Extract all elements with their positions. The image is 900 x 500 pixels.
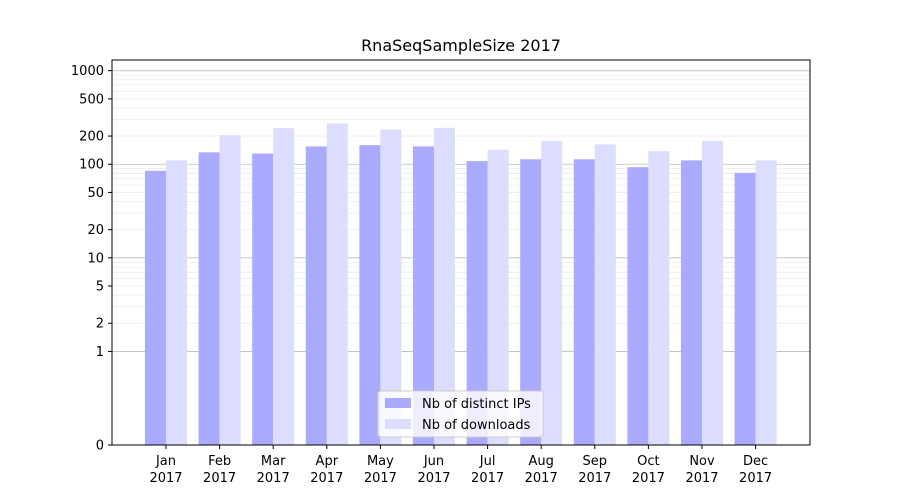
x-tick-month: Jan [155, 454, 176, 469]
x-tick-label: Dec 2017 [739, 454, 772, 486]
x-tick-year: 2017 [149, 471, 182, 486]
y-tick-label: 1000 [71, 64, 104, 79]
x-tick-label: Aug 2017 [525, 454, 558, 486]
x-tick-month: Jun [423, 454, 444, 469]
y-tick-label: 20 [87, 223, 104, 238]
y-tick-label: 10 [87, 251, 104, 266]
bar-downloads [487, 149, 509, 445]
bar-downloads [755, 160, 777, 445]
x-tick-label: Mar 2017 [257, 454, 290, 486]
x-tick-month: Feb [208, 454, 231, 469]
x-tick-month: Sep [583, 454, 608, 469]
x-tick-label: May 2017 [364, 454, 397, 486]
x-tick-label: Oct 2017 [632, 454, 665, 486]
bar-distinct-ips [466, 161, 488, 445]
x-tick-year: 2017 [578, 471, 611, 486]
x-tick-month: May [367, 454, 394, 469]
bar-downloads [594, 144, 616, 445]
bar-distinct-ips [734, 172, 756, 445]
x-tick-year: 2017 [632, 471, 665, 486]
x-tick-month: Aug [529, 454, 554, 469]
x-tick-year: 2017 [203, 471, 236, 486]
bar-downloads [702, 140, 723, 445]
bar-downloads [273, 128, 295, 445]
bar-downloads [380, 129, 402, 445]
x-tick-year: 2017 [471, 471, 504, 486]
x-tick-year: 2017 [525, 471, 558, 486]
x-tick-month: Dec [743, 454, 768, 469]
y-tick-label: 1 [96, 345, 104, 360]
x-tick-label: Jan 2017 [149, 454, 182, 486]
y-tick-label: 500 [79, 92, 104, 107]
x-axis: Jan 2017 Feb 2017 Mar 2017 Apr 2017 May 2017 Jun 20… [149, 445, 772, 486]
x-tick-year: 2017 [685, 471, 718, 486]
bar-distinct-ips [520, 159, 542, 446]
bar-distinct-ips [413, 146, 434, 446]
bar-distinct-ips [359, 145, 381, 445]
x-tick-year: 2017 [310, 471, 343, 486]
y-tick-label: 0 [96, 439, 104, 454]
chart-title: RnaSeqSampleSize 2017 [361, 36, 561, 55]
bars-layer [145, 123, 777, 446]
x-tick-label: Sep 2017 [578, 454, 611, 486]
x-tick-month: Oct [637, 454, 659, 469]
x-tick-month: Jul [479, 454, 496, 469]
x-tick-label: Apr 2017 [310, 454, 343, 486]
bar-distinct-ips [198, 152, 220, 445]
bar-distinct-ips [252, 153, 274, 446]
bar-distinct-ips [573, 159, 595, 446]
x-tick-year: 2017 [739, 471, 772, 486]
x-tick-month: Mar [261, 454, 286, 469]
legend-swatch-downloads [385, 419, 411, 429]
bar-downloads [434, 127, 455, 445]
bar-distinct-ips [681, 160, 702, 445]
bar-distinct-ips [305, 146, 327, 446]
bar-downloads [219, 135, 241, 445]
legend-label-downloads: Nb of downloads [422, 418, 531, 433]
legend: Nb of distinct IPs Nb of downloads [377, 390, 544, 438]
y-tick-label: 200 [79, 130, 104, 145]
x-tick-label: Jul 2017 [471, 454, 504, 486]
y-tick-label: 100 [79, 158, 104, 173]
legend-box [377, 390, 544, 438]
y-axis: 0 1 2 5 10 20 50 100 200 500 1000 [71, 64, 112, 454]
bar-downloads [541, 140, 563, 445]
x-tick-month: Nov [689, 454, 715, 469]
y-tick-label: 50 [87, 186, 104, 201]
y-tick-label: 2 [96, 317, 104, 332]
x-tick-year: 2017 [417, 471, 450, 486]
x-tick-year: 2017 [257, 471, 290, 486]
plot-frame [111, 59, 811, 446]
legend-label-ips: Nb of distinct IPs [422, 397, 531, 412]
bar-downloads [648, 151, 670, 446]
bar-downloads [166, 160, 187, 445]
x-tick-month: Apr [316, 454, 339, 469]
x-tick-year: 2017 [364, 471, 397, 486]
legend-swatch-ips [385, 398, 411, 408]
bar-distinct-ips [145, 170, 166, 446]
y-tick-label: 5 [96, 280, 104, 295]
x-tick-label: Jun 2017 [417, 454, 450, 486]
bar-distinct-ips [627, 167, 649, 446]
x-tick-label: Nov 2017 [685, 454, 718, 486]
x-tick-label: Feb 2017 [203, 454, 236, 486]
bar-downloads [326, 123, 348, 445]
